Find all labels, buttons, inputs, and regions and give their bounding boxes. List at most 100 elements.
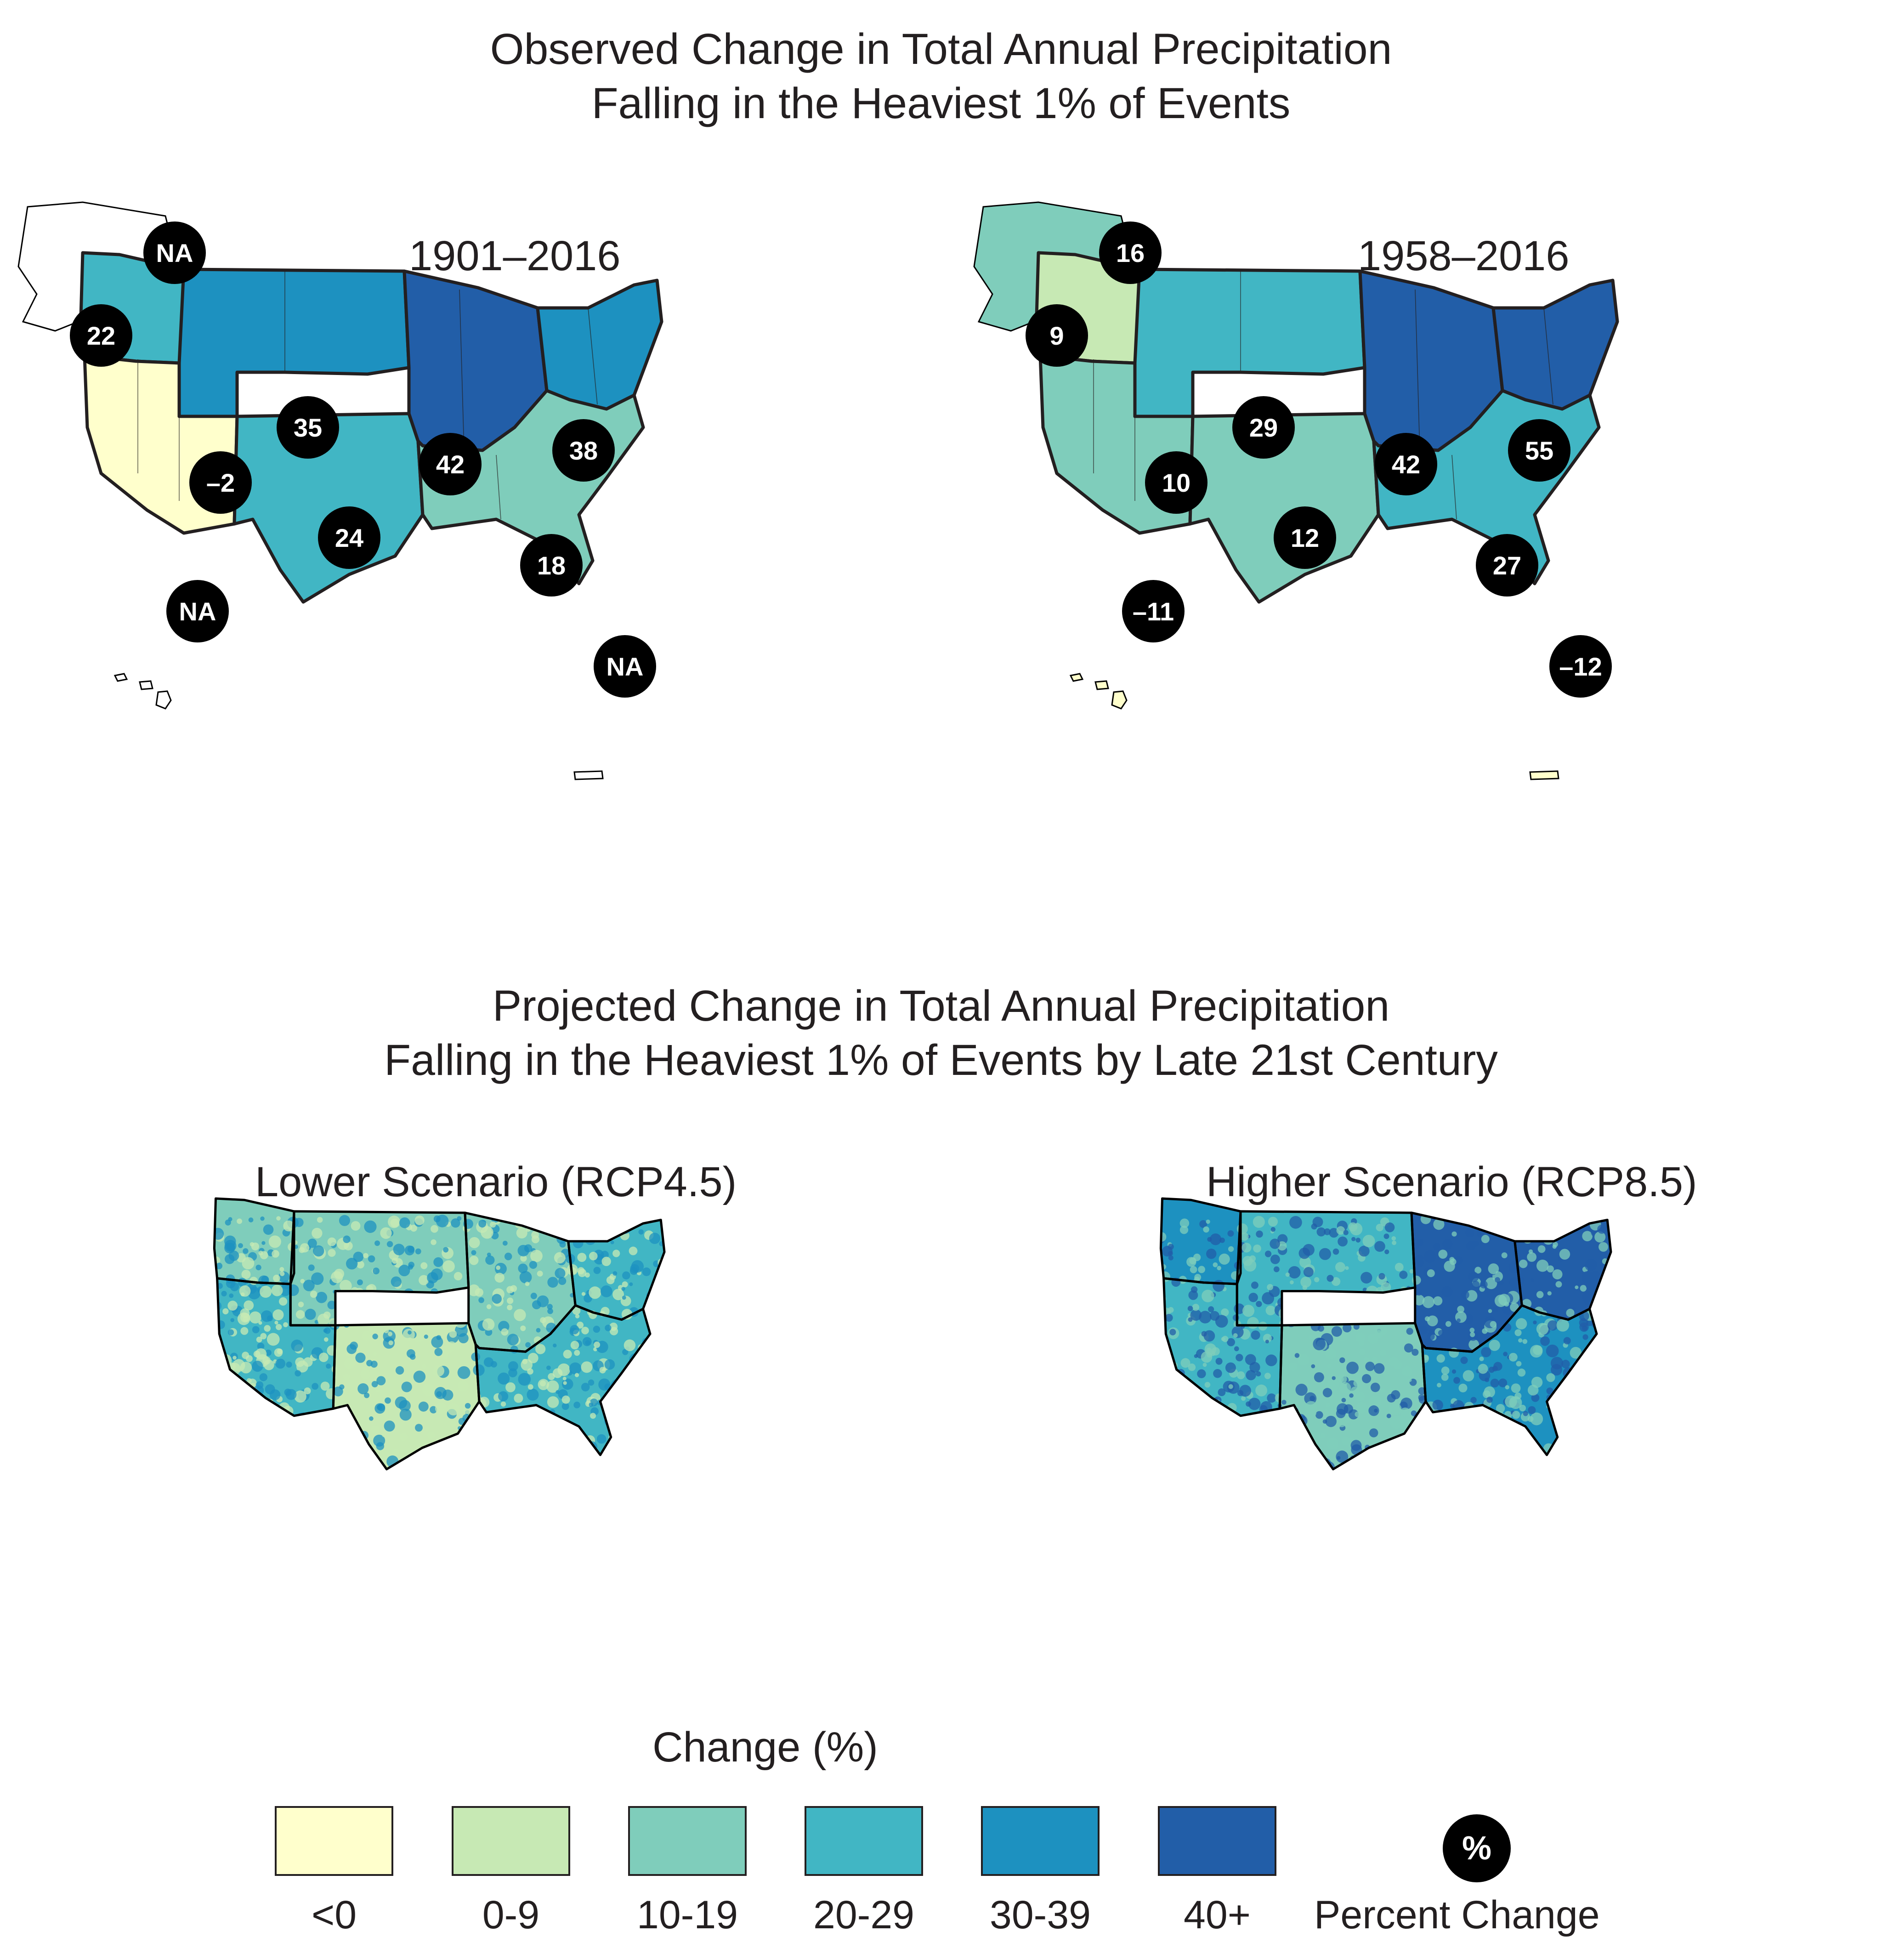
texture-dot bbox=[1285, 1272, 1290, 1277]
texture-dot bbox=[1454, 1256, 1463, 1265]
texture-dot bbox=[561, 1437, 573, 1449]
texture-dot bbox=[1559, 1394, 1569, 1403]
texture-dot bbox=[1651, 1443, 1661, 1453]
texture-dot bbox=[544, 1426, 552, 1434]
texture-dot bbox=[1378, 1273, 1385, 1280]
texture-dot bbox=[353, 1251, 364, 1262]
texture-dot bbox=[1391, 1236, 1396, 1241]
texture-dot bbox=[248, 1287, 261, 1300]
texture-dot bbox=[1450, 1258, 1457, 1265]
texture-dot bbox=[626, 1370, 639, 1383]
texture-dot bbox=[1451, 1231, 1457, 1237]
texture-dot bbox=[648, 1339, 660, 1351]
texture-dot bbox=[604, 1359, 615, 1370]
texture-dot bbox=[232, 1359, 245, 1372]
texture-dot bbox=[1161, 1341, 1165, 1351]
texture-dot bbox=[1481, 1347, 1491, 1358]
texture-dot bbox=[518, 1373, 531, 1386]
texture-dot bbox=[1635, 1338, 1642, 1345]
texture-dot bbox=[349, 1459, 357, 1467]
texture-dot bbox=[339, 1215, 351, 1226]
texture-dot bbox=[473, 1439, 484, 1450]
texture-dot bbox=[1612, 1289, 1619, 1295]
texture-dot bbox=[415, 1424, 423, 1432]
texture-dot bbox=[1176, 1416, 1185, 1426]
texture-dot bbox=[1402, 1366, 1412, 1377]
texture-dot bbox=[447, 1403, 460, 1415]
texture-dot bbox=[1189, 1426, 1199, 1436]
texture-dot bbox=[1337, 1417, 1347, 1427]
texture-dot bbox=[1588, 1346, 1598, 1356]
texture-dot bbox=[1181, 1427, 1193, 1438]
texture-dot bbox=[1198, 1471, 1205, 1478]
texture-dot bbox=[584, 1234, 596, 1245]
texture-dot bbox=[543, 1441, 547, 1446]
texture-dot bbox=[525, 1281, 530, 1286]
texture-dot bbox=[425, 1426, 430, 1431]
legend-swatch-20-29 bbox=[805, 1806, 923, 1876]
texture-dot bbox=[229, 1293, 234, 1298]
texture-dot bbox=[318, 1453, 331, 1466]
texture-dot bbox=[377, 1403, 385, 1411]
texture-dot bbox=[443, 1247, 449, 1253]
texture-dot bbox=[222, 1462, 233, 1469]
texture-dot bbox=[1163, 1398, 1175, 1410]
texture-dot bbox=[1311, 1364, 1315, 1369]
texture-dot bbox=[1630, 1424, 1641, 1435]
texture-dot bbox=[1283, 1370, 1288, 1375]
texture-dot bbox=[1427, 1332, 1435, 1341]
texture-dot bbox=[1476, 1229, 1485, 1238]
texture-dot bbox=[415, 1461, 420, 1466]
texture-dot bbox=[1492, 1307, 1498, 1313]
texture-dot bbox=[1208, 1306, 1214, 1312]
texture-dot bbox=[1596, 1387, 1607, 1398]
texture-dot bbox=[1326, 1402, 1331, 1407]
texture-dot bbox=[636, 1415, 648, 1426]
texture-dot bbox=[670, 1273, 677, 1281]
texture-dot bbox=[1548, 1320, 1558, 1331]
texture-dot bbox=[1265, 1340, 1269, 1344]
texture-dot bbox=[582, 1337, 592, 1346]
texture-dot bbox=[1465, 1228, 1474, 1238]
texture-dot bbox=[258, 1250, 263, 1256]
texture-dot bbox=[1479, 1356, 1484, 1361]
texture-dot bbox=[1297, 1354, 1309, 1366]
texture-dot bbox=[670, 1460, 678, 1468]
texture-dot bbox=[1179, 1218, 1190, 1228]
texture-dot bbox=[711, 1349, 719, 1357]
texture-dot bbox=[1528, 1406, 1536, 1415]
texture-dot bbox=[1350, 1314, 1359, 1324]
texture-dot bbox=[310, 1417, 317, 1425]
texture-dot bbox=[264, 1325, 271, 1332]
texture-dot bbox=[1432, 1399, 1443, 1411]
texture-dot bbox=[707, 1467, 714, 1475]
texture-dot bbox=[1625, 1378, 1630, 1383]
texture-dot bbox=[1297, 1296, 1307, 1306]
texture-dot bbox=[214, 1326, 220, 1337]
texture-dot bbox=[301, 1434, 306, 1439]
texture-dot bbox=[573, 1436, 584, 1447]
texture-dot bbox=[1553, 1219, 1564, 1230]
texture-dot bbox=[1434, 1453, 1440, 1460]
texture-dot bbox=[656, 1423, 664, 1432]
texture-dot bbox=[468, 1284, 480, 1296]
texture-dot bbox=[411, 1315, 417, 1321]
texture-dot bbox=[343, 1235, 351, 1244]
texture-dot bbox=[520, 1325, 526, 1331]
texture-dot bbox=[264, 1451, 271, 1458]
texture-dot bbox=[1533, 1320, 1537, 1324]
texture-dot bbox=[355, 1352, 366, 1363]
texture-dot bbox=[313, 1245, 324, 1257]
value-bubble-northeast: 38 bbox=[552, 419, 615, 482]
texture-dot bbox=[600, 1285, 612, 1297]
texture-dot bbox=[508, 1361, 518, 1371]
texture-dot bbox=[1620, 1251, 1630, 1262]
texture-dot bbox=[1494, 1295, 1507, 1307]
texture-dot bbox=[296, 1310, 305, 1319]
texture-dot bbox=[1513, 1458, 1525, 1469]
texture-dot bbox=[1294, 1471, 1298, 1475]
texture-dot bbox=[1527, 1416, 1534, 1422]
texture-dot bbox=[704, 1391, 709, 1395]
texture-dot bbox=[1611, 1324, 1620, 1333]
texture-dot bbox=[1273, 1266, 1280, 1273]
